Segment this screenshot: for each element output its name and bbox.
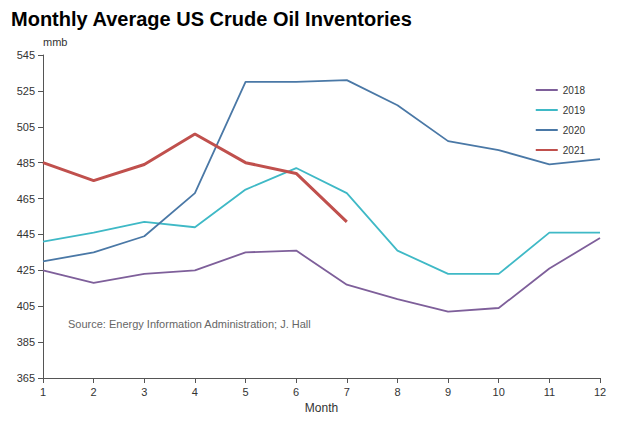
svg-text:445: 445 [17, 228, 35, 240]
svg-text:12: 12 [594, 386, 606, 398]
svg-text:10: 10 [493, 386, 505, 398]
svg-text:3: 3 [141, 386, 147, 398]
svg-text:505: 505 [17, 121, 35, 133]
svg-text:11: 11 [544, 386, 555, 398]
svg-text:465: 465 [17, 193, 35, 205]
svg-text:6: 6 [293, 386, 299, 398]
svg-text:405: 405 [17, 300, 35, 312]
svg-text:365: 365 [17, 372, 35, 384]
svg-text:2021: 2021 [563, 145, 586, 156]
svg-text:mmb: mmb [43, 36, 67, 48]
svg-text:9: 9 [445, 386, 451, 398]
svg-text:485: 485 [17, 157, 35, 169]
svg-text:425: 425 [17, 264, 35, 276]
svg-text:Month: Month [305, 401, 338, 415]
svg-text:4: 4 [192, 386, 198, 398]
svg-text:385: 385 [17, 336, 35, 348]
svg-text:5: 5 [242, 386, 248, 398]
svg-text:525: 525 [17, 85, 35, 97]
svg-text:2018: 2018 [563, 85, 586, 96]
svg-text:2020: 2020 [563, 125, 586, 136]
svg-text:2: 2 [91, 386, 97, 398]
svg-text:7: 7 [344, 386, 350, 398]
svg-text:1: 1 [40, 386, 46, 398]
svg-text:8: 8 [394, 386, 400, 398]
svg-text:Source: Energy Information Adm: Source: Energy Information Administratio… [68, 318, 311, 330]
svg-text:545: 545 [17, 49, 35, 61]
svg-text:2019: 2019 [563, 105, 586, 116]
svg-text:Monthly Average US Crude Oil I: Monthly Average US Crude Oil Inventories [11, 8, 412, 30]
